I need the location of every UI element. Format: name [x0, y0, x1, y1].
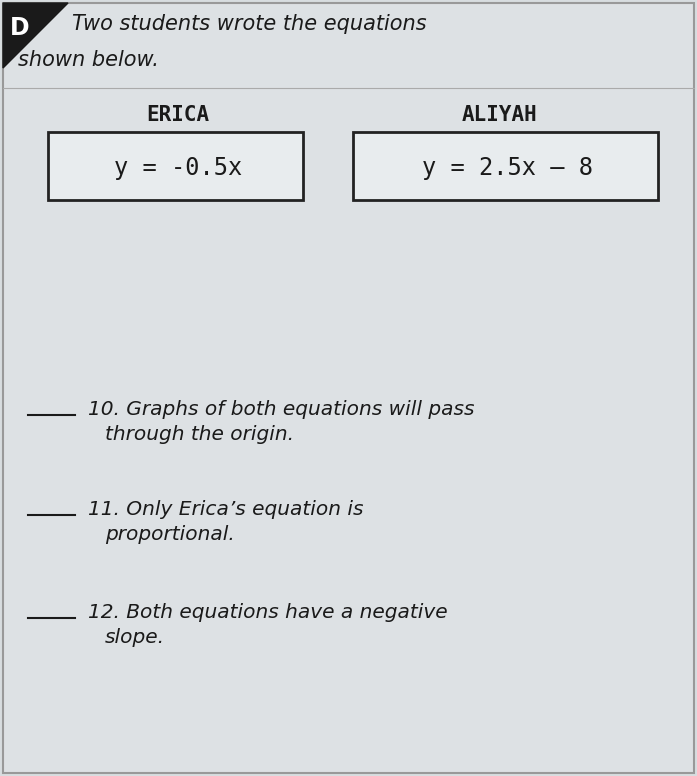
Polygon shape [3, 3, 68, 68]
Text: D: D [10, 16, 30, 40]
Text: ERICA: ERICA [146, 105, 210, 125]
Text: ALIYAH: ALIYAH [462, 105, 538, 125]
Text: through the origin.: through the origin. [105, 425, 294, 444]
Text: shown below.: shown below. [18, 50, 159, 70]
Text: y = 2.5x – 8: y = 2.5x – 8 [422, 156, 594, 180]
FancyBboxPatch shape [3, 3, 694, 773]
FancyBboxPatch shape [48, 132, 303, 200]
Text: 12. Both equations have a negative: 12. Both equations have a negative [88, 603, 447, 622]
FancyBboxPatch shape [353, 132, 658, 200]
Text: 10. Graphs of both equations will pass: 10. Graphs of both equations will pass [88, 400, 475, 419]
Text: Two students wrote the equations: Two students wrote the equations [72, 14, 427, 34]
Text: proportional.: proportional. [105, 525, 235, 544]
Text: 11. Only Erica’s equation is: 11. Only Erica’s equation is [88, 500, 364, 519]
Text: y = -0.5x: y = -0.5x [114, 156, 242, 180]
Text: slope.: slope. [105, 628, 165, 647]
